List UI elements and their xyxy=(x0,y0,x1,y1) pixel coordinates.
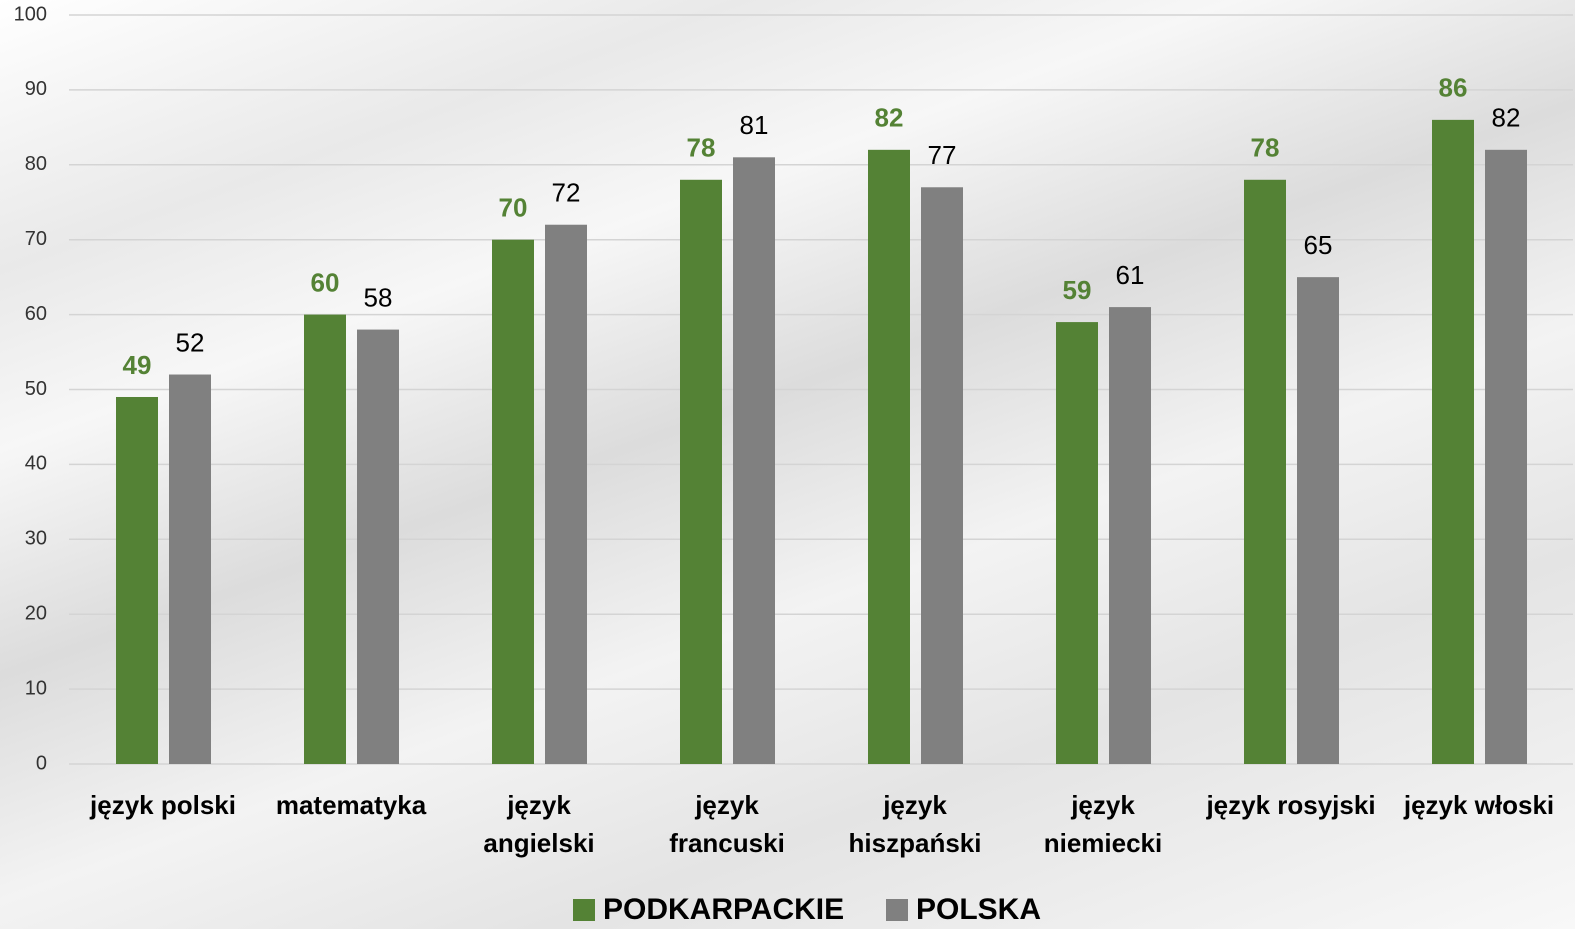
y-tick-label: 70 xyxy=(25,228,47,250)
data-label: 78 xyxy=(687,133,716,163)
x-tick-label: język hiszpański xyxy=(848,790,982,858)
bar xyxy=(1109,307,1151,764)
bar xyxy=(1432,119,1474,765)
x-tick-label: język polski xyxy=(90,790,236,820)
bar xyxy=(169,374,211,764)
y-tick-label: 0 xyxy=(36,752,47,774)
y-tick-label: 20 xyxy=(25,602,47,624)
legend-label: PODKARPACKIE xyxy=(603,893,844,926)
bar xyxy=(1297,277,1339,764)
data-label: 81 xyxy=(740,110,769,140)
data-label: 70 xyxy=(499,193,528,223)
bar xyxy=(1485,149,1527,764)
data-label: 58 xyxy=(364,282,393,312)
y-tick-label: 90 xyxy=(25,78,47,100)
bar xyxy=(733,157,775,764)
bar xyxy=(357,329,399,764)
bar xyxy=(492,239,534,764)
y-tick-label: 60 xyxy=(25,303,47,325)
data-label: 59 xyxy=(1063,275,1092,305)
y-tick-label: 100 xyxy=(14,3,47,25)
x-tick-label: język włoski xyxy=(1403,790,1555,820)
y-tick-label: 50 xyxy=(25,378,47,400)
bar xyxy=(1244,179,1286,764)
data-label: 52 xyxy=(176,327,205,357)
legend-swatch xyxy=(886,899,908,921)
y-tick-label: 10 xyxy=(25,677,47,699)
data-label: 77 xyxy=(928,140,957,170)
data-label: 82 xyxy=(875,103,904,133)
data-label: 65 xyxy=(1304,230,1333,260)
y-tick-label: 30 xyxy=(25,528,47,550)
x-tick-label: matematyka xyxy=(275,790,427,820)
bar xyxy=(921,187,963,764)
data-label: 61 xyxy=(1116,260,1145,290)
data-label: 82 xyxy=(1492,103,1521,133)
data-label: 60 xyxy=(311,267,340,297)
x-tick-label: język angielski xyxy=(483,790,595,858)
bar xyxy=(116,396,158,764)
x-tick-label: język francuski xyxy=(669,790,785,858)
y-tick-label: 80 xyxy=(25,153,47,175)
legend-label: POLSKA xyxy=(916,893,1041,926)
data-label: 86 xyxy=(1439,73,1468,103)
x-tick-label: język rosyjski xyxy=(1206,790,1376,820)
bar xyxy=(545,224,587,765)
y-tick-label: 40 xyxy=(25,453,47,475)
bar xyxy=(304,314,346,764)
data-label: 72 xyxy=(552,178,581,208)
bar xyxy=(868,149,910,764)
bar xyxy=(680,179,722,764)
bar xyxy=(1056,322,1098,764)
data-label: 78 xyxy=(1251,133,1280,163)
legend-swatch xyxy=(573,899,595,921)
x-tick-label: język niemiecki xyxy=(1043,790,1163,858)
data-label: 49 xyxy=(123,350,152,380)
